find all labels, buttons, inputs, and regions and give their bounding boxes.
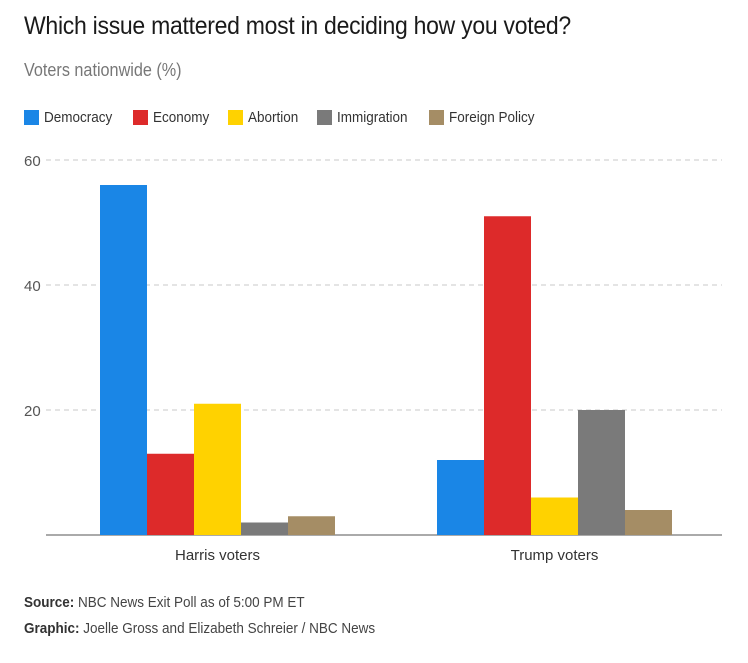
x-tick-label-trump-voters: Trump voters — [511, 547, 599, 564]
legend-item-economy: Economy — [132, 109, 216, 126]
legend-swatch-foreign-policy — [428, 110, 444, 125]
bar-harris-voters-democracy — [100, 185, 147, 535]
graphic-text: Joelle Gross and Elizabeth Schreier / NB… — [83, 620, 376, 637]
x-tick-label-harris-voters: Harris voters — [175, 547, 260, 564]
legend-swatch-democracy — [24, 110, 39, 125]
legend-item-immigration: Immigration — [317, 109, 415, 126]
footer-graphic: Graphic: Joelle Gross and Elizabeth Schr… — [24, 620, 375, 637]
legend-label-foreign-policy: Foreign Policy — [448, 109, 535, 126]
legend: Democracy Economy Abortion Immigration Forei… — [24, 109, 557, 126]
legend-swatch-economy — [132, 110, 148, 125]
bar-trump-voters-democracy — [437, 460, 484, 535]
legend-label-democracy: Democracy — [44, 109, 113, 126]
legend-item-abortion: Abortion — [228, 109, 304, 126]
y-tick-label-40: 40 — [24, 278, 41, 295]
footer-source: Source: NBC News Exit Poll as of 5:00 PM… — [24, 594, 305, 611]
source-label: Source: — [24, 594, 75, 611]
legend-swatch-abortion — [228, 110, 244, 125]
chart-subtitle: Voters nationwide (%) — [24, 60, 182, 80]
legend-item-democracy: Democracy — [24, 109, 120, 126]
bar-harris-voters-abortion — [194, 403, 241, 535]
bar-chart: 20 40 60 Harris voters Trump voters — [24, 153, 722, 564]
y-tick-label-60: 60 — [24, 153, 41, 170]
bar-trump-voters-immigration — [578, 410, 625, 535]
graphic-label: Graphic: — [24, 620, 80, 637]
bar-harris-voters-immigration — [241, 522, 288, 535]
y-tick-label-20: 20 — [24, 403, 41, 420]
bar-harris-voters-foreign-policy — [288, 516, 335, 535]
legend-label-abortion: Abortion — [248, 109, 299, 126]
legend-label-immigration: Immigration — [337, 109, 408, 126]
bar-trump-voters-abortion — [531, 497, 578, 535]
legend-swatch-immigration — [317, 110, 333, 125]
legend-label-economy: Economy — [152, 109, 210, 126]
bar-trump-voters-economy — [484, 216, 531, 535]
bar-harris-voters-economy — [147, 453, 194, 535]
legend-item-foreign-policy: Foreign Policy — [428, 109, 544, 126]
bar-trump-voters-foreign-policy — [625, 510, 672, 535]
source-text: NBC News Exit Poll as of 5:00 PM ET — [78, 594, 305, 611]
chart-title: Which issue mattered most in deciding ho… — [24, 12, 571, 40]
